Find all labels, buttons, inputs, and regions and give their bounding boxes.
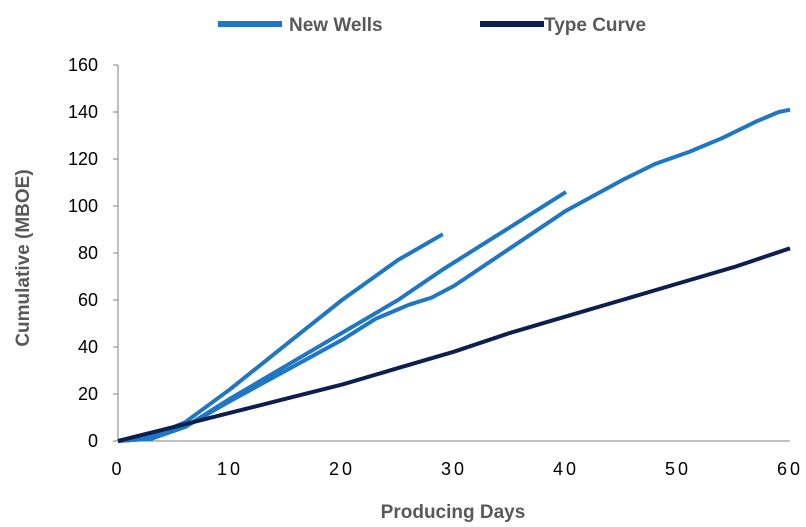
x-tick-label: 0 xyxy=(111,459,124,479)
x-tick-label: 50 xyxy=(665,459,691,479)
y-tick-label: 140 xyxy=(68,102,98,122)
new-well-line-3 xyxy=(117,232,444,443)
new-well-line-1 xyxy=(117,190,568,443)
x-axis-title: Producing Days xyxy=(381,502,526,523)
y-tick-label: 100 xyxy=(68,196,98,216)
axes xyxy=(117,65,790,442)
y-ticks: 0 20 40 60 80 100 120 140 160 xyxy=(68,55,118,451)
x-tick-label: 20 xyxy=(329,459,355,479)
y-tick-label: 80 xyxy=(78,243,98,263)
y-tick-label: 40 xyxy=(78,337,98,357)
y-tick-label: 20 xyxy=(78,384,98,404)
x-tick-label: 10 xyxy=(217,459,243,479)
new-well-line-2 xyxy=(117,107,791,443)
legend-label-1: New Wells xyxy=(289,15,383,36)
y-tick-label: 120 xyxy=(68,149,98,169)
x-ticks: 0 10 20 30 40 50 60 xyxy=(111,459,803,479)
y-tick-label: 0 xyxy=(88,431,98,451)
legend-label-2: Type Curve xyxy=(544,15,646,36)
type-curve-line xyxy=(117,246,791,443)
x-tick-label: 40 xyxy=(553,459,579,479)
y-tick-label: 60 xyxy=(78,290,98,310)
y-tick-label: 160 xyxy=(68,55,98,75)
x-tick-label: 30 xyxy=(441,459,467,479)
legend: New Wells Type Curve xyxy=(218,15,646,36)
series-layer xyxy=(117,107,791,443)
x-tick-label: 60 xyxy=(777,459,803,479)
y-axis-title: Cumulative (MBOE) xyxy=(13,169,34,346)
